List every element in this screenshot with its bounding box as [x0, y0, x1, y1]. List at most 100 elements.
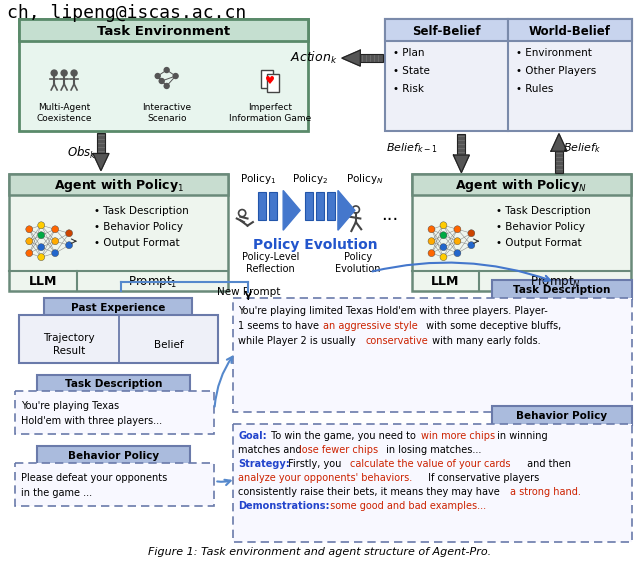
Text: • Other Players: • Other Players [516, 66, 596, 76]
Text: LLM: LLM [431, 275, 460, 288]
Text: • Environment: • Environment [516, 48, 592, 58]
Circle shape [468, 242, 475, 249]
Circle shape [66, 230, 72, 237]
Polygon shape [93, 154, 109, 171]
Bar [19, 315, 218, 362]
Circle shape [164, 67, 169, 72]
Bar [234, 298, 632, 412]
Text: Demonstrations:: Demonstrations: [238, 501, 330, 511]
Text: Belief$_{k-1}$: Belief$_{k-1}$ [386, 141, 438, 155]
Circle shape [440, 222, 447, 229]
Text: Policy Evolution: Policy Evolution [253, 238, 378, 252]
Polygon shape [261, 70, 273, 88]
Text: Behavior Policy: Behavior Policy [68, 451, 159, 461]
Text: Prompt$_N$: Prompt$_N$ [530, 274, 580, 290]
Bar [508, 19, 632, 41]
Text: Past Experience: Past Experience [70, 303, 165, 313]
Text: Policy$_2$: Policy$_2$ [292, 172, 328, 186]
Text: To win the game, you need to: To win the game, you need to [268, 431, 419, 441]
Text: Policy-Level
Reflection: Policy-Level Reflection [241, 252, 299, 274]
Text: lose fewer chips: lose fewer chips [299, 445, 378, 455]
Bar [492, 280, 632, 299]
Bar [37, 375, 189, 393]
Text: Please defeat your opponents: Please defeat your opponents [21, 473, 168, 483]
Text: 1 seems to have: 1 seems to have [238, 321, 323, 331]
Bar [555, 151, 563, 173]
Circle shape [164, 84, 169, 89]
Bar [305, 192, 313, 220]
Text: Action$_k$: Action$_k$ [291, 50, 338, 66]
Polygon shape [342, 50, 360, 66]
Bar [97, 133, 105, 154]
Text: • Task Description: • Task Description [94, 206, 189, 217]
Text: ch, lipeng@iscas.ac.cn: ch, lipeng@iscas.ac.cn [8, 4, 246, 22]
Text: Self-Belief: Self-Belief [412, 25, 481, 38]
Circle shape [428, 226, 435, 233]
Text: Strategy:: Strategy: [238, 459, 290, 469]
Text: some good and bad examples...: some good and bad examples... [327, 501, 486, 511]
Bar [458, 134, 465, 155]
Text: an aggressive style: an aggressive style [323, 321, 418, 331]
Text: • Task Description: • Task Description [496, 206, 591, 217]
Text: in losing matches...: in losing matches... [383, 445, 481, 455]
Bar [15, 392, 214, 434]
Circle shape [38, 222, 45, 229]
Text: Imperfect
Information Game: Imperfect Information Game [229, 103, 311, 123]
Circle shape [61, 70, 67, 76]
Circle shape [38, 243, 45, 251]
Bar [10, 173, 228, 291]
Bar [37, 446, 189, 465]
Circle shape [454, 250, 461, 256]
Text: • Rules: • Rules [516, 84, 554, 94]
Bar [385, 19, 632, 131]
Circle shape [468, 230, 475, 237]
Text: New Prompt: New Prompt [216, 287, 280, 297]
Text: Figure 1: Task environment and agent structure of Agent-Pro.: Figure 1: Task environment and agent str… [148, 546, 492, 557]
Bar [259, 192, 266, 220]
Text: You're playing Texas: You're playing Texas [21, 401, 120, 411]
Polygon shape [283, 190, 300, 230]
Circle shape [66, 242, 72, 249]
Bar [10, 173, 228, 195]
Circle shape [440, 243, 447, 251]
Text: in the game ...: in the game ... [21, 488, 92, 498]
Bar [492, 406, 632, 425]
Bar [19, 19, 308, 131]
Bar [412, 173, 630, 195]
Circle shape [52, 238, 59, 245]
Text: Agent with Policy$_1$: Agent with Policy$_1$ [54, 177, 184, 194]
Text: Goal:: Goal: [238, 431, 267, 441]
Circle shape [454, 238, 461, 245]
Text: Task Description: Task Description [513, 285, 611, 295]
Bar [360, 54, 383, 62]
Polygon shape [453, 155, 469, 173]
Bar [44, 298, 191, 317]
Circle shape [159, 79, 164, 84]
Text: Multi-Agent
Coexistence: Multi-Agent Coexistence [36, 103, 92, 123]
Bar [19, 19, 308, 41]
Bar [412, 173, 630, 291]
Circle shape [428, 250, 435, 256]
Text: analyze your opponents' behaviors.: analyze your opponents' behaviors. [238, 473, 413, 483]
Text: and then: and then [524, 459, 571, 469]
Text: with many early folds.: with many early folds. [429, 335, 540, 346]
Text: conservative: conservative [366, 335, 429, 346]
Bar [385, 19, 508, 41]
Text: matches and: matches and [238, 445, 305, 455]
Bar [15, 463, 214, 506]
Text: LLM: LLM [29, 275, 58, 288]
Text: Policy
Evolution: Policy Evolution [335, 252, 381, 274]
Circle shape [173, 73, 178, 79]
Circle shape [156, 73, 160, 79]
Text: while Player 2 is usually: while Player 2 is usually [238, 335, 359, 346]
Text: • Plan: • Plan [393, 48, 424, 58]
Polygon shape [338, 190, 355, 230]
Circle shape [71, 70, 77, 76]
Text: with some deceptive bluffs,: with some deceptive bluffs, [422, 321, 561, 331]
Text: Belief: Belief [154, 339, 184, 350]
Text: If conservative players: If conservative players [424, 473, 539, 483]
Text: Trajectory
Result: Trajectory Result [44, 333, 95, 356]
Text: • Output Format: • Output Format [496, 238, 582, 248]
Text: Obs$_k$: Obs$_k$ [67, 145, 97, 160]
Text: You're playing limited Texas Hold'em with three players. Player-: You're playing limited Texas Hold'em wit… [238, 306, 548, 316]
